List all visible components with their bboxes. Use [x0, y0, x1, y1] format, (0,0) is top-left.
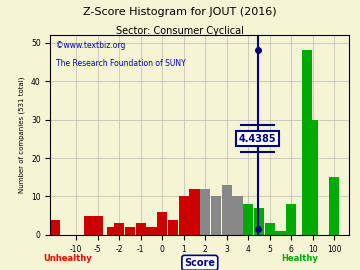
Text: ©www.textbiz.org: ©www.textbiz.org	[57, 41, 126, 50]
Bar	[275, 231, 285, 235]
Bar	[329, 177, 339, 235]
Bar	[211, 197, 221, 235]
Bar	[146, 227, 157, 235]
Bar	[93, 216, 103, 235]
Bar	[125, 227, 135, 235]
Text: Healthy: Healthy	[281, 254, 318, 262]
Bar	[232, 197, 243, 235]
Bar	[243, 204, 253, 235]
Y-axis label: Number of companies (531 total): Number of companies (531 total)	[19, 77, 25, 193]
Text: Z-Score Histogram for JOUT (2016): Z-Score Histogram for JOUT (2016)	[83, 7, 277, 17]
Text: Unhealthy: Unhealthy	[43, 254, 92, 262]
Bar	[254, 208, 264, 235]
Bar	[168, 220, 178, 235]
Bar	[135, 223, 146, 235]
Bar	[179, 197, 189, 235]
Text: The Research Foundation of SUNY: The Research Foundation of SUNY	[57, 59, 186, 68]
Bar	[107, 227, 117, 235]
Bar	[114, 223, 124, 235]
Bar	[157, 212, 167, 235]
Bar	[265, 223, 275, 235]
Bar	[286, 204, 296, 235]
Bar	[84, 216, 94, 235]
Bar	[302, 50, 312, 235]
Text: 4.4385: 4.4385	[239, 134, 276, 144]
X-axis label: Score: Score	[184, 258, 215, 268]
Bar	[221, 185, 232, 235]
Text: Sector: Consumer Cyclical: Sector: Consumer Cyclical	[116, 26, 244, 36]
Bar	[50, 220, 60, 235]
Bar	[200, 189, 210, 235]
Bar	[189, 189, 199, 235]
Bar	[307, 120, 318, 235]
